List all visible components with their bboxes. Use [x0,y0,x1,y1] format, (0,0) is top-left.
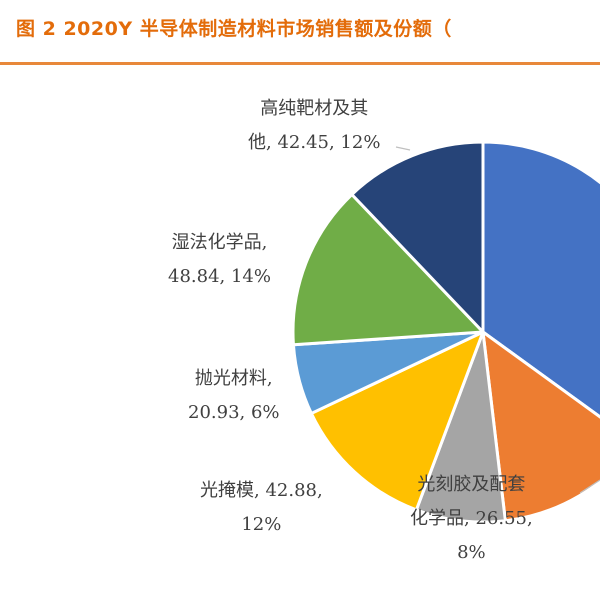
leader-line-0 [396,147,410,150]
label-gaochun: 高纯靶材及其 他, 42.45, 12% [248,92,380,160]
label-shifa: 湿法化学品, 48.84, 14% [168,226,271,294]
label-guangkejiao: 光刻胶及配套 化学品, 26.55, 8% [410,468,533,570]
label-guangyanmo: 光掩模, 42.88, 12% [200,474,323,542]
label-paoguang: 抛光材料, 20.93, 6% [188,362,280,430]
